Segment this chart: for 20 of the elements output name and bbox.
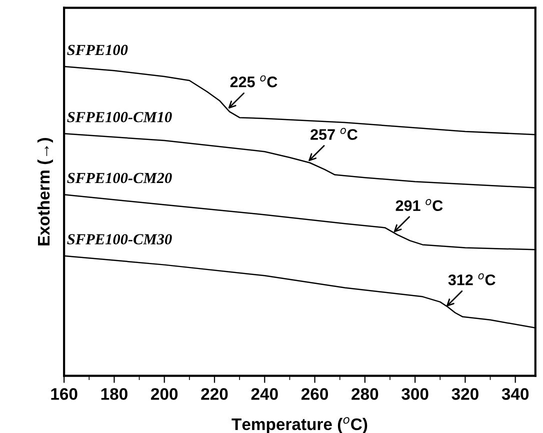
annotation: 312 $^{o}$C bbox=[448, 273, 496, 286]
annotation: 291 $^{o}$C bbox=[396, 199, 443, 212]
x-tick-label: 180 bbox=[101, 388, 128, 400]
x-tick-label: 160 bbox=[51, 388, 78, 400]
series-label: SFPE100-CM30 bbox=[67, 234, 172, 244]
x-tick-label: 280 bbox=[352, 388, 378, 400]
series-label: SFPE100 bbox=[67, 44, 128, 56]
x-tick-label: 220 bbox=[201, 388, 228, 400]
x-tick-label: 260 bbox=[301, 388, 328, 400]
x-tick-label: 340 bbox=[502, 388, 529, 400]
y-axis-title: Exotherm (→) bbox=[37, 138, 53, 246]
series-label: SFPE100-CM10 bbox=[67, 112, 172, 122]
x-axis-title: Temperature ($^{o}$C) bbox=[232, 417, 368, 433]
annotation: 257 $^{o}$C bbox=[310, 128, 358, 140]
x-tick-label: 300 bbox=[402, 388, 428, 400]
x-tick-label: 320 bbox=[452, 388, 478, 400]
x-tick-label: 200 bbox=[151, 388, 178, 400]
series-label: SFPE100-CM20 bbox=[67, 172, 172, 184]
x-tick-label: 240 bbox=[251, 388, 278, 400]
annotation: 225 $^{o}$C bbox=[230, 75, 278, 88]
